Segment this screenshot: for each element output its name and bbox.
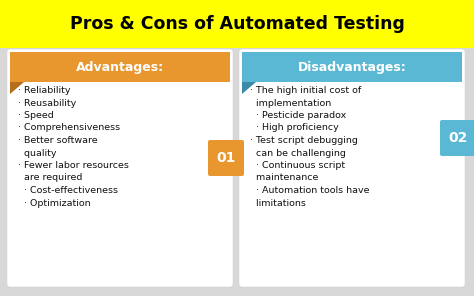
FancyBboxPatch shape xyxy=(242,52,462,82)
FancyBboxPatch shape xyxy=(7,49,233,287)
Text: 02: 02 xyxy=(448,131,468,145)
Text: · The high initial cost of
  implementation
  · Pesticide paradox
  · High profi: · The high initial cost of implementatio… xyxy=(250,86,370,207)
Text: · Reliability
· Reusability
· Speed
· Comprehensiveness
· Better software
  qual: · Reliability · Reusability · Speed · Co… xyxy=(18,86,129,207)
Text: 01: 01 xyxy=(216,151,236,165)
Polygon shape xyxy=(242,82,256,94)
FancyBboxPatch shape xyxy=(208,140,244,176)
Polygon shape xyxy=(10,82,24,94)
Text: Pros & Cons of Automated Testing: Pros & Cons of Automated Testing xyxy=(70,15,404,33)
Text: Advantages:: Advantages: xyxy=(76,60,164,73)
FancyBboxPatch shape xyxy=(10,52,230,82)
Text: Disadvantages:: Disadvantages: xyxy=(298,60,406,73)
FancyBboxPatch shape xyxy=(0,0,474,48)
FancyBboxPatch shape xyxy=(440,120,474,156)
FancyBboxPatch shape xyxy=(239,49,465,287)
